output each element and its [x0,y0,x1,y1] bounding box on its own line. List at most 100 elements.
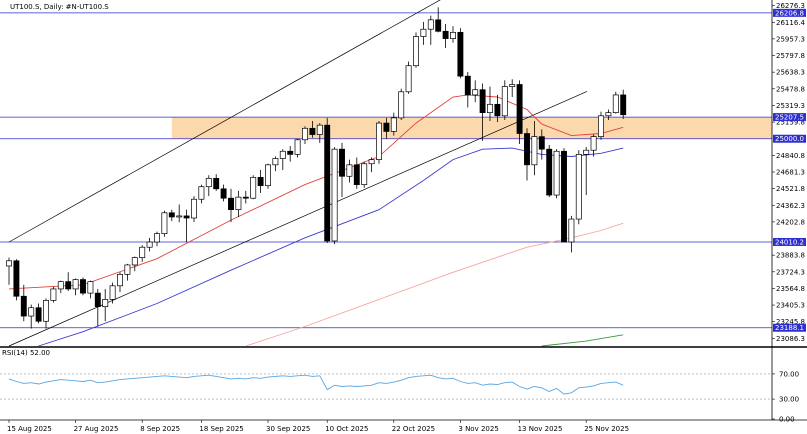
candle-body [353,164,360,185]
price-tick-label: 26276.3 [776,2,805,10]
candle-body [309,127,316,135]
candle-body [450,31,456,39]
candle-body [598,115,604,137]
price-tick-label: 25797.8 [776,52,805,60]
candle-body [420,28,427,37]
time-tick-label: 10 Oct 2025 [325,425,368,433]
rsi-line [8,374,624,395]
candle-body [80,279,86,294]
candle-body [6,260,12,267]
time-tick-label: 15 Aug 2025 [7,425,52,433]
candle-body [65,281,72,290]
candle-body [553,150,560,196]
candle-body [235,196,242,211]
candle-body [257,176,264,187]
price-tick-label: 25957.3 [776,35,805,43]
supply-zone [171,117,773,139]
candle-body [131,257,138,266]
candle-body [405,65,412,93]
candle-body [464,75,471,96]
level-tag [773,323,806,332]
price-tick-label: 23405.3 [776,302,805,310]
price-tick-label: 23564.8 [776,285,805,293]
time-tick-label: 22 Oct 2025 [392,425,435,433]
level-tag [773,134,806,143]
candle-body [442,30,449,39]
candle-body [390,117,397,132]
candle-body [94,292,101,308]
rsi-tick-label: 30.00 [779,396,799,404]
candle-body [331,148,338,242]
price-tick-label: 25319.3 [776,102,805,110]
candle-body [435,19,442,32]
level-tag [773,237,806,246]
candle-body [72,279,79,290]
candle-body [538,136,545,150]
level-tag-label: 26206.8 [775,9,804,17]
candle-body [398,91,405,119]
candle-body [50,288,57,301]
level-tag-label: 23188.1 [775,324,804,332]
candle-body [102,299,109,308]
candle-body [183,215,190,219]
time-tick-label: 13 Nov 2025 [518,425,563,433]
price-tick-label: 23883.8 [776,252,805,260]
candle-body [339,148,345,177]
candle-body [302,127,308,141]
price-tick-label: 24521.8 [776,185,805,193]
price-tick-label: 23086.3 [776,335,805,343]
candle-body [213,178,220,190]
candle-body [316,124,323,135]
candle-body [457,31,464,77]
candle-body [501,86,508,117]
candle-body [531,136,538,166]
candle-body [176,215,183,218]
candle-body [220,188,227,199]
rsi-tick-label: 70.00 [779,370,799,378]
price-tick-label: 23724.3 [776,268,805,276]
candle-body [228,197,234,211]
candle-body [205,178,212,188]
time-tick-label: 18 Sep 2025 [199,425,243,433]
price-tick-label: 24362.3 [776,202,805,210]
candle-body [20,295,27,317]
candle-body [427,19,434,30]
time-tick-label: 8 Sep 2025 [140,425,180,433]
candle-body [561,150,567,243]
candle-body [154,233,160,243]
candle-body [346,164,353,177]
candle-body [479,89,486,114]
ma-fast-line [8,94,624,290]
candle-body [620,94,627,116]
candle-body [487,103,493,114]
time-tick-label: 25 Nov 2025 [584,425,629,433]
candle-body [612,94,619,114]
candle-body [516,84,523,134]
oscillator-title: RSI(14) 52.00 [2,349,50,357]
rsi-tick-label: 0.00 [779,416,795,424]
candle-body [546,148,553,196]
level-tag-label: 24010.2 [775,238,804,246]
price-tick-label: 26116.4 [776,19,805,27]
candle-body [198,186,205,200]
candle-body [605,112,612,117]
candle-body [294,139,301,155]
candle-body [590,136,597,151]
axes-layer: 26276.3 26116.4 25957.3 25797.8 25638.3 25478… [7,0,806,433]
candle-body [265,164,271,187]
candle-body [361,163,368,185]
candle-body [287,150,294,155]
candle-body [509,84,516,87]
candle-body [583,149,590,155]
candle-body [279,150,286,159]
candle-body [575,154,582,220]
candle-body [109,285,116,300]
price-tick-label: 24202.8 [776,218,805,226]
candle-body [376,122,382,160]
price-tick-label: 25478.8 [776,85,805,93]
zone-layer [171,117,773,139]
candle-body [28,307,35,317]
level-tag-label: 25207.5 [775,114,804,122]
price-tick-label: 24840.8 [776,152,805,160]
